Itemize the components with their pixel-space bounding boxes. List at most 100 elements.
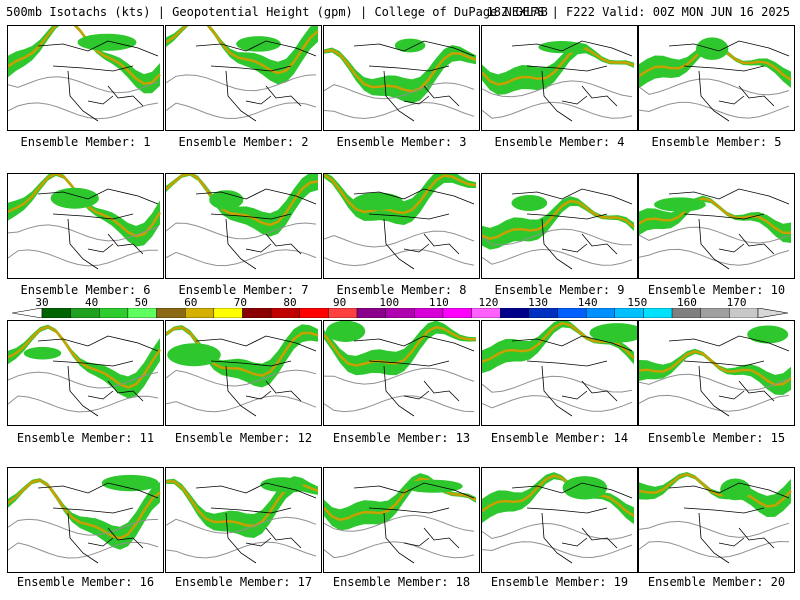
ensemble-member-map[interactable] — [323, 173, 480, 279]
height-contour — [8, 541, 159, 559]
jet-streak — [167, 343, 221, 367]
jet-streak — [260, 477, 304, 492]
height-contour — [482, 522, 633, 540]
ensemble-member-map[interactable] — [481, 320, 638, 426]
jet-stream-band — [482, 321, 634, 374]
colorbar-segment — [528, 308, 558, 318]
jet-streak — [101, 474, 159, 492]
ensemble-member-map[interactable] — [638, 173, 795, 279]
map-canvas — [166, 174, 319, 270]
jet-core — [166, 174, 319, 227]
ensemble-member-map[interactable] — [7, 467, 164, 573]
map-canvas — [166, 324, 319, 417]
coastline — [195, 482, 317, 564]
height-contour — [166, 516, 317, 534]
colorbar-segment — [70, 308, 100, 318]
colorbar-segment — [700, 308, 730, 318]
colorbar-tick-label: 140 — [577, 296, 598, 309]
ensemble-member-map[interactable] — [638, 467, 795, 573]
height-contour — [166, 102, 317, 119]
ensemble-member-map[interactable] — [7, 25, 164, 131]
ensemble-member-map[interactable] — [481, 467, 638, 573]
ensemble-member-map[interactable] — [638, 25, 795, 131]
jet-stream-band — [166, 174, 318, 237]
ensemble-member-map[interactable] — [323, 25, 480, 131]
coastline — [511, 482, 633, 564]
ensemble-member-map[interactable] — [481, 25, 638, 131]
height-contour — [482, 395, 633, 412]
map-canvas — [482, 321, 637, 417]
ensemble-member-map[interactable] — [7, 320, 164, 426]
coastline — [37, 188, 159, 270]
ensemble-member-map[interactable] — [165, 320, 322, 426]
colorbar-segment — [500, 308, 530, 318]
colorbar-tick-label: 160 — [676, 296, 697, 309]
colorbar-segment — [99, 308, 129, 318]
member-caption: Ensemble Member: 19 — [490, 575, 629, 589]
member-caption: Ensemble Member: 13 — [332, 431, 471, 445]
colorbar-segment — [442, 308, 472, 318]
colorbar-segment — [156, 308, 186, 318]
map-canvas — [324, 174, 477, 270]
colorbar-segment — [414, 308, 444, 318]
map-canvas — [324, 473, 477, 564]
jet-stream-band — [8, 478, 160, 550]
height-contour — [482, 375, 633, 393]
jet-streak — [77, 33, 137, 51]
member-caption: Ensemble Member: 5 — [651, 135, 782, 149]
colorbar-segment — [299, 308, 329, 318]
colorbar-tick-label: 50 — [134, 296, 148, 309]
height-contour — [8, 371, 159, 389]
jet-streak — [654, 197, 706, 212]
height-contour — [639, 540, 790, 558]
jet-stream-band — [166, 324, 318, 388]
height-contour — [482, 80, 633, 98]
coastline — [353, 40, 475, 122]
colorbar-segment — [557, 308, 587, 318]
colorbar-tick-label: 100 — [379, 296, 400, 309]
jet-streak — [511, 195, 548, 211]
colorbar-tick-label: 170 — [726, 296, 747, 309]
colorbar-scale — [12, 308, 788, 318]
ensemble-member-map[interactable] — [165, 467, 322, 573]
colorbar-tick-label: 110 — [428, 296, 449, 309]
height-contour — [166, 74, 317, 92]
jet-core — [8, 478, 161, 540]
map-canvas — [639, 471, 792, 564]
coastline — [353, 188, 475, 270]
ensemble-member-map[interactable] — [638, 320, 795, 426]
jet-core — [482, 474, 635, 517]
map-canvas — [482, 40, 635, 122]
member-caption: Ensemble Member: 6 — [20, 283, 151, 297]
colorbar-segment — [213, 308, 243, 318]
height-contour — [639, 248, 790, 266]
ensemble-member-map[interactable] — [165, 173, 322, 279]
ensemble-member-map[interactable] — [323, 467, 480, 573]
height-contour — [8, 518, 159, 536]
map-canvas — [482, 188, 635, 270]
ensemble-member-map[interactable] — [7, 173, 164, 279]
colorbar-tick-label: 30 — [35, 296, 49, 309]
colorbar-min-arrow — [12, 308, 43, 318]
ensemble-member-map[interactable] — [165, 25, 322, 131]
member-caption: Ensemble Member: 11 — [16, 431, 155, 445]
jet-core — [639, 197, 792, 235]
jet-stream-band — [482, 472, 634, 525]
height-contour — [324, 82, 475, 100]
colorbar-segment — [671, 308, 701, 318]
jet-streak — [23, 346, 62, 360]
member-caption: Ensemble Member: 3 — [336, 135, 467, 149]
member-caption: Ensemble Member: 12 — [174, 431, 313, 445]
coastline — [353, 482, 475, 564]
map-canvas — [324, 321, 477, 417]
jet-streak — [720, 478, 751, 501]
ensemble-member-map[interactable] — [323, 320, 480, 426]
coastline — [511, 40, 633, 122]
colorbar-tick-label: 40 — [84, 296, 99, 309]
height-contour — [482, 541, 633, 559]
ensemble-member-map[interactable] — [481, 173, 638, 279]
jet-stream-band — [639, 348, 791, 396]
colorbar-tick-label: 90 — [333, 296, 347, 309]
jet-core — [324, 325, 477, 367]
member-caption: Ensemble Member: 9 — [494, 283, 625, 297]
